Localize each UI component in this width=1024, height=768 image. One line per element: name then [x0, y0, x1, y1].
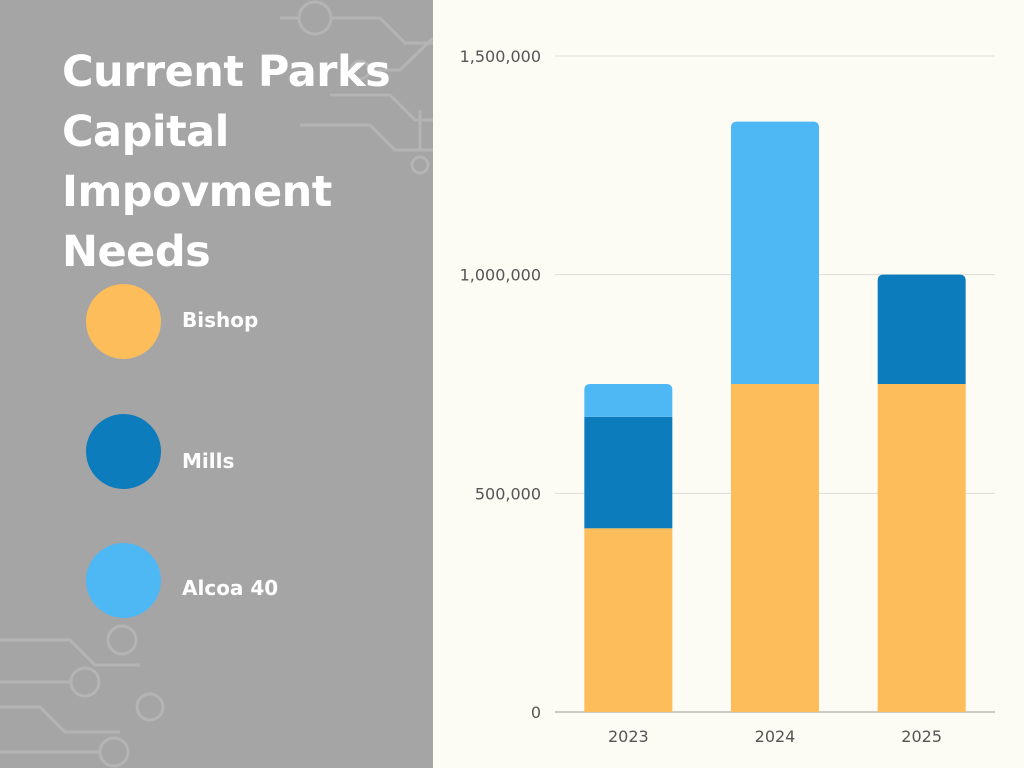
legend-swatch-bishop [86, 284, 161, 359]
y-tick-label: 0 [531, 703, 541, 722]
x-tick-label-2024: 2024 [755, 727, 796, 746]
bar-2025-mills [878, 275, 966, 384]
stacked-bar-chart: 0 500,000 1,000,000 1,500,000 2023 2024 2025 [433, 0, 1024, 768]
x-tick-label-2023: 2023 [608, 727, 649, 746]
x-tick-label-2025: 2025 [901, 727, 942, 746]
legend-swatch-alcoa-40 [86, 543, 161, 618]
bar-2024-alcoa-40 [731, 122, 819, 384]
left-panel: Current Parks Capital Impovment Needs Bi… [0, 0, 433, 768]
bar-2023-alcoa-40 [584, 384, 672, 417]
bar-2024-bishop [731, 384, 819, 712]
y-tick-label: 1,000,000 [460, 266, 541, 285]
y-tick-label: 1,500,000 [460, 47, 541, 66]
page-title: Current Parks Capital Impovment Needs [62, 42, 422, 282]
bar-2023-mills [584, 417, 672, 529]
legend-item-bishop: Bishop [86, 284, 406, 360]
legend-label-mills: Mills [182, 449, 234, 473]
legend-swatch-mills [86, 414, 161, 489]
legend-item-alcoa-40: Alcoa 40 [86, 543, 406, 619]
legend-label-alcoa-40: Alcoa 40 [182, 576, 278, 600]
bar-2025-bishop [878, 384, 966, 712]
y-tick-label: 500,000 [475, 484, 541, 503]
legend-label-bishop: Bishop [182, 308, 258, 332]
legend-item-mills: Mills [86, 414, 406, 490]
bar-2023-bishop [584, 528, 672, 712]
